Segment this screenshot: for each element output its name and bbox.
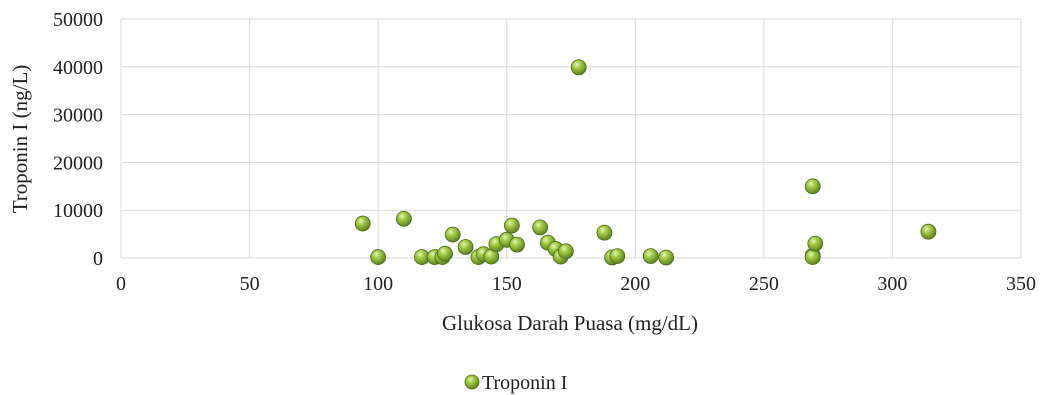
- legend-label: Troponin I: [482, 372, 567, 394]
- y-tick-label: 40000: [53, 57, 103, 79]
- data-point: [557, 243, 574, 260]
- data-point: [437, 245, 453, 262]
- data-point: [570, 59, 587, 76]
- data-point: [509, 236, 525, 253]
- data-point: [596, 224, 613, 241]
- data-point: [370, 249, 387, 265]
- data-point: [503, 217, 520, 234]
- x-tick-label: 100: [363, 273, 393, 295]
- y-axis-title: Troponin I (ng/L): [8, 65, 32, 214]
- x-tick-label: 200: [620, 273, 650, 295]
- data-point: [658, 249, 675, 266]
- y-tick-label: 0: [93, 248, 103, 270]
- x-axis-title: Glukosa Darah Puasa (mg/dL): [442, 311, 698, 335]
- gridlines: [120, 18, 1022, 259]
- y-tick-label: 20000: [53, 152, 103, 174]
- data-point: [532, 219, 549, 236]
- x-tick-label: 0: [116, 273, 126, 295]
- data-point: [642, 248, 659, 264]
- data-point: [920, 223, 937, 240]
- x-tick-label: 250: [749, 273, 779, 295]
- data-point: [395, 210, 412, 227]
- legend-marker: [464, 374, 480, 390]
- y-tick-label: 30000: [53, 105, 103, 127]
- legend: Troponin I: [464, 372, 567, 394]
- data-points: [354, 59, 937, 266]
- x-tick-label: 50: [240, 273, 260, 295]
- y-tick-label: 10000: [53, 200, 103, 222]
- x-tick-label: 300: [877, 273, 907, 295]
- data-point: [804, 249, 821, 265]
- data-point: [807, 235, 824, 252]
- axis-ticks: 0 50 100 150 200 250 300 350 0 10000 20000 30000 400…: [53, 9, 1036, 295]
- data-point: [804, 178, 821, 195]
- x-tick-label: 150: [492, 273, 522, 295]
- data-point: [457, 239, 474, 255]
- data-point: [444, 226, 461, 243]
- data-point: [609, 248, 626, 264]
- y-tick-label: 50000: [53, 9, 103, 31]
- x-tick-label: 350: [1006, 273, 1036, 295]
- data-point: [354, 215, 371, 232]
